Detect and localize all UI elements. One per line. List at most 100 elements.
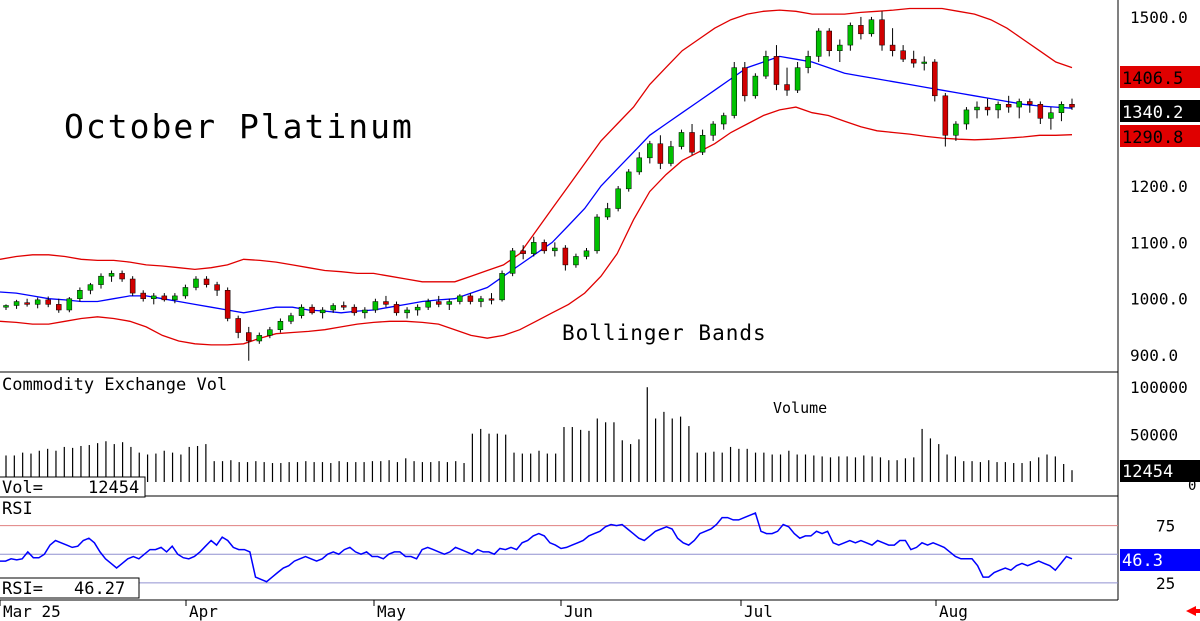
- candle: [520, 245, 526, 260]
- candle: [678, 129, 685, 150]
- candle: [784, 67, 790, 96]
- middle-band-line: [0, 55, 1073, 314]
- candle-body: [879, 19, 885, 46]
- candle-body: [900, 50, 906, 60]
- candle: [235, 315, 241, 339]
- x-tick-label: Jul: [744, 602, 773, 621]
- chart-title: October Platinum: [64, 107, 414, 146]
- candle-body: [478, 298, 484, 302]
- candle-body: [604, 208, 611, 218]
- candle: [340, 301, 347, 310]
- candle: [224, 287, 231, 322]
- candle-body: [446, 301, 453, 305]
- volume-readout-value: 12454: [88, 478, 139, 498]
- price-label: 1340.2: [1122, 103, 1183, 123]
- candle-body: [520, 250, 526, 254]
- candle-body: [404, 309, 410, 314]
- candle: [372, 298, 379, 313]
- candle-body: [647, 143, 653, 159]
- candle: [478, 295, 484, 308]
- candle: [932, 59, 938, 102]
- candle-body: [414, 306, 421, 311]
- candle: [246, 326, 252, 361]
- candle: [119, 270, 125, 282]
- candle: [1005, 95, 1012, 113]
- candle: [942, 93, 949, 147]
- candle-body: [826, 30, 832, 51]
- candle-body: [583, 250, 590, 257]
- candle: [457, 294, 463, 305]
- candle: [267, 326, 273, 339]
- candle: [45, 296, 51, 308]
- candle-body: [214, 284, 220, 291]
- candle-body: [794, 67, 801, 91]
- candle-body: [752, 75, 759, 97]
- current-position-arrow-stem: [1194, 609, 1200, 613]
- candle: [879, 11, 885, 51]
- x-tick-label: Aug: [939, 602, 968, 621]
- candle-body: [77, 290, 83, 299]
- candle-body: [309, 306, 315, 314]
- candle-body: [1016, 101, 1022, 108]
- candle: [193, 276, 199, 291]
- candle-body: [151, 295, 157, 299]
- candle-body: [889, 44, 896, 51]
- rsi-tick-label: 75: [1156, 517, 1175, 536]
- candle-body: [784, 84, 790, 91]
- candle: [868, 16, 875, 37]
- candle: [1069, 98, 1075, 110]
- candle: [129, 276, 136, 296]
- x-tick-label: Apr: [189, 602, 218, 621]
- lower-band-label: 1290.8: [1122, 128, 1183, 148]
- candle: [847, 22, 854, 51]
- candle: [763, 50, 769, 79]
- candle-body: [910, 58, 917, 64]
- candle: [13, 299, 20, 309]
- candle-body: [984, 106, 991, 111]
- candle: [1016, 98, 1022, 119]
- candle: [668, 140, 674, 167]
- rsi-current-label: 46.3: [1122, 551, 1163, 571]
- candle-body: [340, 305, 347, 308]
- rsi-readout-label: RSI=: [2, 579, 43, 599]
- candle-body: [773, 56, 780, 85]
- volume-panel-title: Commodity Exchange Vol: [2, 375, 227, 395]
- candle: [414, 304, 421, 316]
- candle: [752, 73, 759, 99]
- candle: [604, 202, 611, 220]
- candle-body: [509, 250, 516, 274]
- candle-body: [995, 104, 1001, 111]
- candle-body: [868, 19, 875, 35]
- volume-current-label: 12454: [1122, 462, 1173, 482]
- candle: [699, 129, 706, 155]
- candle: [657, 135, 664, 170]
- candle-body: [319, 309, 326, 314]
- candle-body: [246, 332, 252, 342]
- rsi-panel-title: RSI: [2, 499, 33, 519]
- candle: [309, 304, 315, 315]
- candle-body: [552, 247, 558, 252]
- candle: [330, 303, 336, 313]
- candle-body: [383, 301, 389, 305]
- candle: [995, 101, 1001, 119]
- candle-body: [763, 56, 769, 77]
- candle: [583, 248, 590, 260]
- candle-body: [108, 273, 115, 277]
- price-label-box: [1120, 100, 1200, 122]
- candle-body: [699, 135, 706, 153]
- candle: [256, 332, 263, 344]
- candle: [805, 50, 811, 74]
- candle-body: [457, 295, 463, 302]
- candle-body: [224, 290, 231, 319]
- candle: [425, 298, 431, 310]
- candle: [319, 307, 326, 319]
- candle-body: [858, 25, 864, 35]
- candle-body: [932, 61, 938, 97]
- candle: [182, 284, 189, 299]
- candle: [98, 273, 104, 289]
- volume-current-box: [1120, 460, 1200, 482]
- candle-body: [56, 304, 62, 311]
- candle: [383, 295, 389, 308]
- candle-body: [235, 318, 241, 333]
- volume-axis-ticks: 100000 50000: [1130, 378, 1188, 444]
